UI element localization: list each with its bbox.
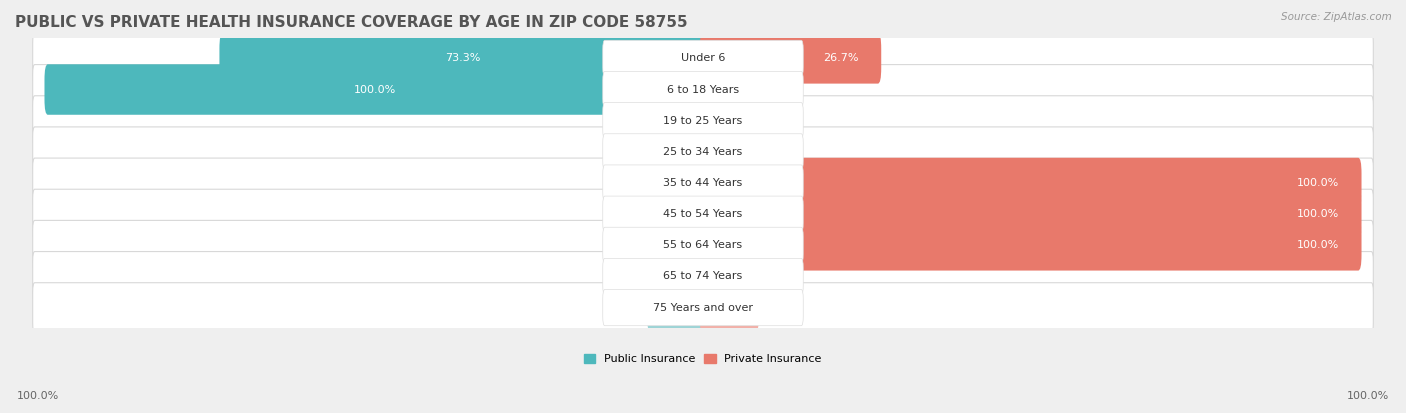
FancyBboxPatch shape — [647, 189, 706, 240]
Text: 100.0%: 100.0% — [354, 85, 396, 95]
FancyBboxPatch shape — [32, 158, 1374, 208]
FancyBboxPatch shape — [647, 158, 706, 208]
Text: 100.0%: 100.0% — [1347, 391, 1389, 401]
Text: 45 to 54 Years: 45 to 54 Years — [664, 209, 742, 219]
FancyBboxPatch shape — [700, 282, 759, 333]
Text: 100.0%: 100.0% — [17, 391, 59, 401]
FancyBboxPatch shape — [700, 127, 759, 177]
Text: 75 Years and over: 75 Years and over — [652, 303, 754, 313]
Text: 0.0%: 0.0% — [765, 271, 793, 282]
Text: 0.0%: 0.0% — [613, 271, 641, 282]
FancyBboxPatch shape — [32, 33, 1374, 83]
Text: 100.0%: 100.0% — [1296, 209, 1339, 219]
Text: 0.0%: 0.0% — [613, 116, 641, 126]
FancyBboxPatch shape — [603, 102, 803, 139]
Text: 65 to 74 Years: 65 to 74 Years — [664, 271, 742, 282]
FancyBboxPatch shape — [603, 165, 803, 201]
Text: 0.0%: 0.0% — [765, 303, 793, 313]
Text: 0.0%: 0.0% — [613, 209, 641, 219]
Text: 0.0%: 0.0% — [613, 178, 641, 188]
FancyBboxPatch shape — [700, 95, 759, 146]
FancyBboxPatch shape — [700, 158, 1361, 208]
Text: Source: ZipAtlas.com: Source: ZipAtlas.com — [1281, 12, 1392, 22]
Text: 0.0%: 0.0% — [613, 147, 641, 157]
FancyBboxPatch shape — [603, 259, 803, 294]
Text: 0.0%: 0.0% — [765, 147, 793, 157]
Text: 100.0%: 100.0% — [1296, 240, 1339, 250]
FancyBboxPatch shape — [45, 64, 706, 115]
FancyBboxPatch shape — [700, 64, 759, 115]
Text: 55 to 64 Years: 55 to 64 Years — [664, 240, 742, 250]
Text: 0.0%: 0.0% — [765, 85, 793, 95]
FancyBboxPatch shape — [32, 189, 1374, 239]
FancyBboxPatch shape — [647, 282, 706, 333]
Text: 100.0%: 100.0% — [1296, 178, 1339, 188]
FancyBboxPatch shape — [700, 33, 882, 83]
FancyBboxPatch shape — [32, 127, 1374, 177]
FancyBboxPatch shape — [700, 189, 1361, 240]
Text: 0.0%: 0.0% — [613, 240, 641, 250]
FancyBboxPatch shape — [32, 221, 1374, 270]
Text: PUBLIC VS PRIVATE HEALTH INSURANCE COVERAGE BY AGE IN ZIP CODE 58755: PUBLIC VS PRIVATE HEALTH INSURANCE COVER… — [15, 15, 688, 30]
FancyBboxPatch shape — [700, 251, 759, 302]
FancyBboxPatch shape — [647, 220, 706, 271]
FancyBboxPatch shape — [603, 71, 803, 108]
FancyBboxPatch shape — [603, 196, 803, 232]
FancyBboxPatch shape — [32, 283, 1374, 332]
FancyBboxPatch shape — [603, 290, 803, 326]
Legend: Public Insurance, Private Insurance: Public Insurance, Private Insurance — [579, 349, 827, 369]
FancyBboxPatch shape — [603, 134, 803, 170]
FancyBboxPatch shape — [32, 64, 1374, 114]
FancyBboxPatch shape — [603, 40, 803, 76]
Text: 35 to 44 Years: 35 to 44 Years — [664, 178, 742, 188]
FancyBboxPatch shape — [647, 127, 706, 177]
Text: 0.0%: 0.0% — [613, 303, 641, 313]
Text: 19 to 25 Years: 19 to 25 Years — [664, 116, 742, 126]
FancyBboxPatch shape — [647, 95, 706, 146]
Text: 0.0%: 0.0% — [765, 116, 793, 126]
Text: 6 to 18 Years: 6 to 18 Years — [666, 85, 740, 95]
Text: 73.3%: 73.3% — [446, 53, 481, 63]
FancyBboxPatch shape — [32, 96, 1374, 146]
Text: Under 6: Under 6 — [681, 53, 725, 63]
Text: 25 to 34 Years: 25 to 34 Years — [664, 147, 742, 157]
FancyBboxPatch shape — [32, 252, 1374, 301]
FancyBboxPatch shape — [700, 220, 1361, 271]
FancyBboxPatch shape — [603, 227, 803, 263]
FancyBboxPatch shape — [219, 33, 706, 83]
Text: 26.7%: 26.7% — [823, 53, 858, 63]
FancyBboxPatch shape — [647, 251, 706, 302]
